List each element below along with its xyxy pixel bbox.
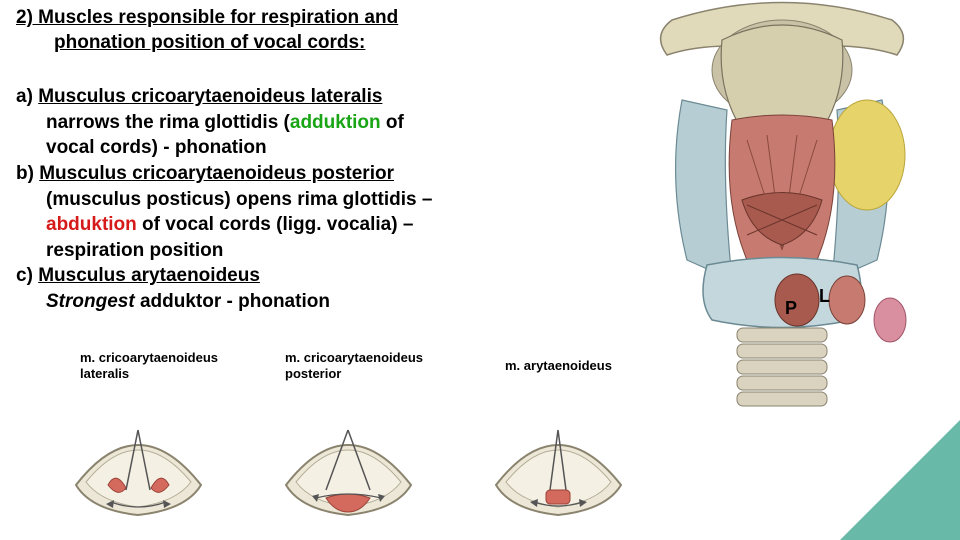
body-text: a) Musculus cricoarytaenoideus lateralis…	[16, 84, 576, 315]
diagram-arytaenoideus	[476, 390, 641, 520]
caption-lateralis: m. cricoarytaenoideus lateralis	[80, 350, 218, 381]
item-b-line1: (musculus posticus) opens rima glottidis…	[16, 187, 576, 213]
caption-arytaenoideus: m. arytaenoideus	[505, 358, 612, 374]
title-line1: 2) Muscles responsible for respiration a…	[16, 7, 398, 28]
item-b-line3: respiration position	[16, 238, 576, 264]
item-a-line2: vocal cords) - phonation	[16, 135, 576, 161]
title-line2: phonation position of vocal cords:	[16, 31, 446, 56]
label-p: P	[785, 298, 797, 319]
item-c: c) Musculus arytaenoideus Strongest addu…	[16, 263, 576, 314]
caption-posterior: m. cricoarytaenoideus posterior	[285, 350, 423, 381]
adduktion-term: adduktion	[290, 112, 381, 133]
item-b: b) Musculus cricoarytaenoideus posterior…	[16, 161, 576, 264]
item-c-label: c)	[16, 265, 38, 286]
item-b-name: Musculus cricoarytaenoideus posterior	[39, 163, 394, 184]
item-a-label: a)	[16, 86, 38, 107]
item-a-line1: narrows the rima glottidis (adduktion of	[16, 110, 576, 136]
item-c-line1: Strongest adduktor - phonation	[16, 289, 576, 315]
item-a-name: Musculus cricoarytaenoideus lateralis	[38, 86, 382, 107]
larynx-posterior-illustration	[612, 0, 952, 415]
item-a: a) Musculus cricoarytaenoideus lateralis…	[16, 84, 576, 161]
item-b-label: b)	[16, 163, 39, 184]
item-b-line2: abduktion of vocal cords (ligg. vocalia)…	[16, 212, 576, 238]
label-l: L	[819, 286, 830, 307]
abduktion-term: abduktion	[46, 214, 137, 235]
diagram-lateralis	[56, 390, 221, 520]
item-c-name: Musculus arytaenoideus	[38, 265, 260, 286]
diagram-posterior	[266, 390, 431, 520]
slide-corner-decor	[840, 420, 960, 540]
section-title: 2) Muscles responsible for respiration a…	[16, 6, 446, 55]
